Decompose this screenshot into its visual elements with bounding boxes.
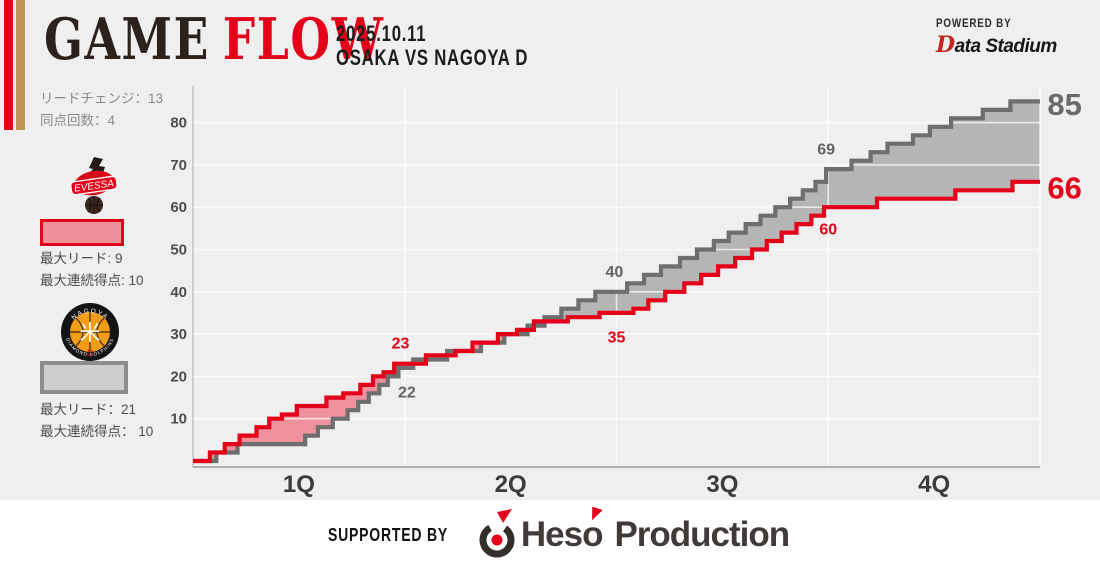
svg-text:1Q: 1Q: [283, 471, 315, 498]
nagoya-logo-mark: 米: [80, 322, 101, 345]
osaka-legend-swatch: [40, 219, 124, 246]
nagoya-legend-swatch: [40, 361, 128, 394]
svg-text:22: 22: [398, 385, 416, 402]
svg-text:40: 40: [170, 284, 187, 301]
svg-text:20: 20: [170, 368, 187, 385]
svg-text:10: 10: [170, 411, 187, 428]
title-game: GAME: [44, 6, 210, 73]
osaka-stats: 最大リード: 9 最大連続得点: 10: [40, 248, 144, 291]
supported-by-label: SUPPORTED BY: [327, 524, 448, 545]
gameflow-chart: 10 20 30 40 50 60 70 80 1Q 2Q 3Q 4Q 23 22 40 35 69 60 85 66: [170, 86, 1082, 498]
svg-text:70: 70: [170, 157, 187, 174]
match-teams: OSAKA VS NAGOYA D: [336, 45, 529, 71]
title-flow: FLOW: [222, 6, 385, 73]
svg-text:60: 60: [170, 199, 187, 216]
svg-text:4Q: 4Q: [918, 471, 950, 498]
match-date: 2025.10.11: [336, 21, 427, 46]
powered-by-block: POWERED BY Data Stadium: [936, 16, 1057, 58]
footer: SUPPORTED BY Heso Production: [0, 500, 1100, 570]
ties-stat: 同点回数：4: [40, 113, 116, 129]
lead-changes-stat: リードチェンジ：13: [40, 91, 164, 106]
nagoya-max-run: 最大連続得点： 10: [40, 423, 154, 439]
game-stats: リードチェンジ：13 同点回数：4: [40, 88, 163, 133]
svg-text:2Q: 2Q: [495, 471, 527, 498]
accent-bar-red: [4, 0, 13, 130]
svg-text:35: 35: [608, 330, 626, 347]
heso-production-logo: Heso Production: [475, 506, 790, 561]
data-stadium-logo: Data Stadium: [936, 32, 1057, 58]
nagoya-stats: 最大リード：21 最大連続得点： 10: [40, 399, 153, 442]
page-title: GAME FLOW: [44, 6, 385, 73]
svg-text:23: 23: [392, 335, 410, 352]
heso-target-icon: [479, 509, 515, 558]
svg-text:85: 85: [1047, 87, 1081, 122]
osaka-max-run: 最大連続得点: 10: [40, 272, 144, 288]
nagoya-logo-d: D: [87, 348, 94, 358]
svg-text:69: 69: [817, 141, 835, 158]
accent-bar-gold: [16, 0, 25, 130]
svg-text:66: 66: [1047, 171, 1081, 206]
osaka-max-lead: 最大リード: 9: [40, 251, 123, 266]
evessa-ribbon: EVESSA: [70, 175, 118, 196]
production-brand-word: Production: [614, 515, 790, 554]
heso-brand-word: Heso: [520, 515, 604, 554]
powered-by-label: POWERED BY: [936, 16, 1012, 30]
svg-text:80: 80: [170, 115, 187, 132]
svg-text:60: 60: [819, 222, 837, 239]
osaka-evessa-logo: EVESSA: [70, 157, 118, 214]
match-info: 2025.10.11 OSAKA VS NAGOYA D: [336, 21, 529, 71]
svg-text:50: 50: [170, 242, 187, 259]
nagoya-dolphins-logo: 米 NAGOYA DIAMOND DOLPHINS D: [61, 303, 119, 361]
nagoya-max-lead: 最大リード：21: [40, 402, 137, 417]
data-stadium-d-icon: D: [936, 32, 955, 58]
svg-text:40: 40: [605, 264, 623, 281]
svg-text:30: 30: [170, 326, 187, 343]
svg-text:3Q: 3Q: [706, 471, 738, 498]
